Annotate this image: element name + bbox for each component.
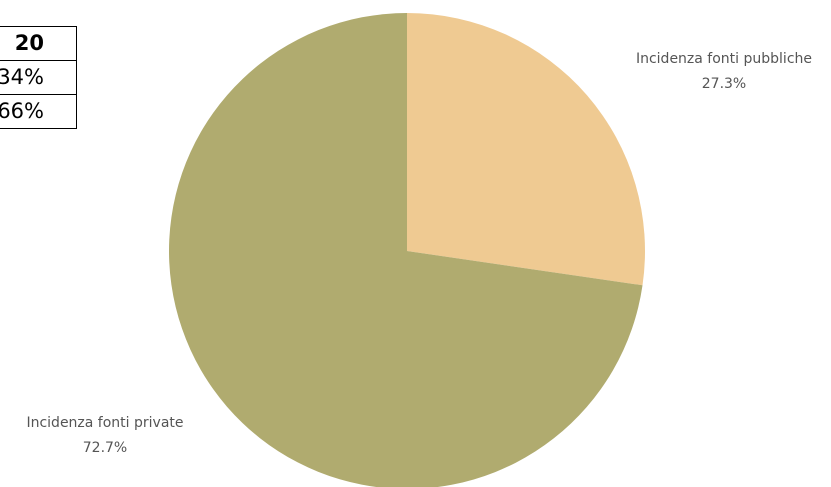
pie-slice-public	[407, 13, 645, 286]
slice-percent-private: 72.7%	[83, 440, 127, 456]
pie-slices	[169, 13, 645, 487]
pie-slice-private	[169, 13, 643, 487]
table-header-cell: 20	[14, 31, 44, 55]
summary-table: 20 34% 66%	[0, 26, 77, 129]
pie-labels: Incidenza fonti pubbliche 27.3% Incidenz…	[26, 51, 812, 456]
slice-label-private: Incidenza fonti private	[26, 415, 183, 431]
table-cell-row-2: 66%	[0, 94, 76, 128]
slice-percent-public: 27.3%	[702, 76, 746, 92]
table-cell-row-1: 34%	[0, 60, 76, 94]
slice-label-public: Incidenza fonti pubbliche	[636, 51, 812, 67]
